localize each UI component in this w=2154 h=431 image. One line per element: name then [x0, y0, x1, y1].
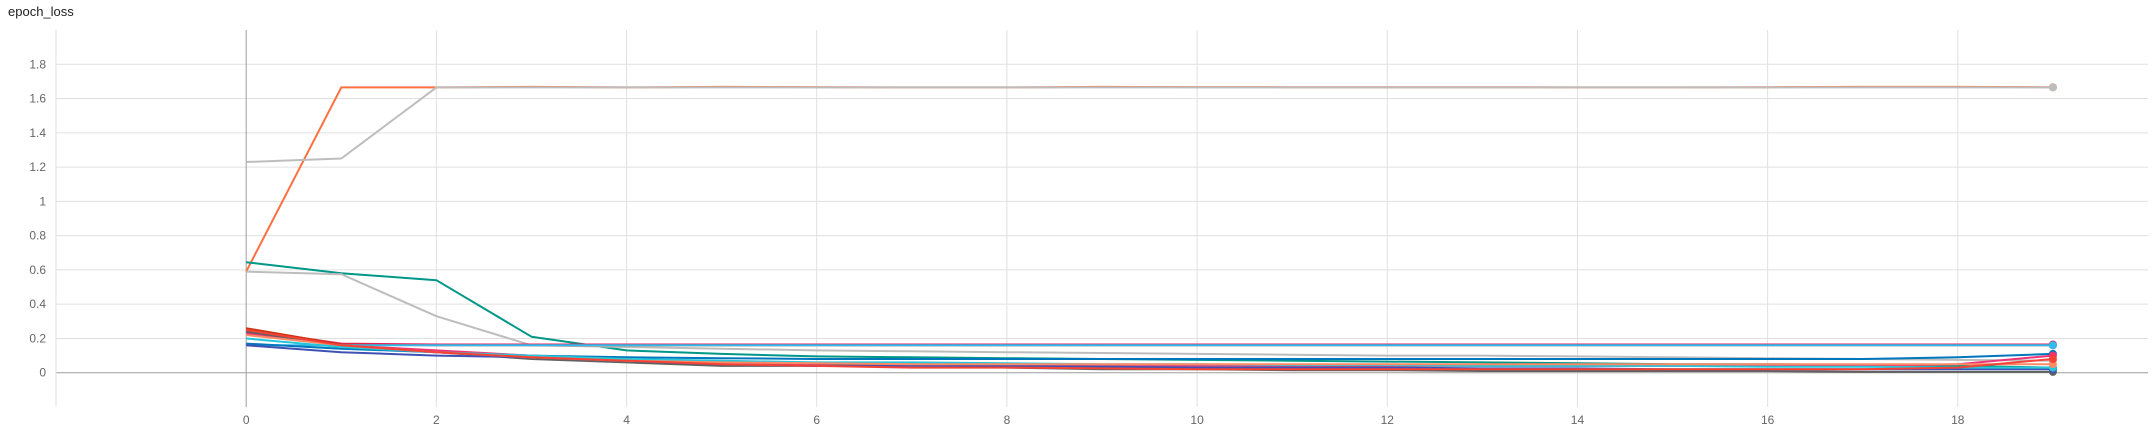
x-tick-label: 6 — [813, 413, 820, 427]
chart-title: epoch_loss — [8, 4, 74, 19]
grid-lines — [56, 30, 2148, 407]
y-tick-label: 1 — [39, 194, 46, 208]
x-tick-label: 0 — [243, 413, 250, 427]
series-end-point-7 — [2048, 341, 2057, 350]
x-tick-label: 4 — [623, 413, 630, 427]
series-line-14 — [246, 328, 2053, 371]
x-tick-label: 16 — [1761, 413, 1775, 427]
y-tick-label: 1.2 — [29, 160, 46, 174]
series-lines — [245, 85, 2053, 373]
series-line-4 — [246, 270, 2053, 362]
y-tick-label: 0.6 — [29, 263, 46, 277]
y-tick-label: 1.8 — [29, 57, 46, 71]
y-tick-label: 1.6 — [29, 92, 46, 106]
series-line-3 — [246, 261, 2053, 369]
y-tick-label: 0.2 — [29, 331, 46, 345]
x-tick-label: 12 — [1381, 413, 1395, 427]
x-tick-label: 2 — [433, 413, 440, 427]
y-tick-label: 1.4 — [29, 126, 46, 140]
x-tick-label: 14 — [1571, 413, 1585, 427]
y-tick-label: 0 — [39, 366, 46, 380]
tick-labels: 0 2 4 6 8 10 12 14 16 18 0 0.2 0.4 0.6 0.8 1 1.2 1.4 1.6 1.… — [29, 57, 1965, 427]
y-tick-label: 0.4 — [29, 297, 46, 311]
series-line-2 — [246, 86, 2053, 163]
end-markers — [2048, 83, 2057, 376]
series-line-6 — [246, 327, 2053, 347]
x-tick-label: 8 — [1004, 413, 1011, 427]
series-line-1 — [245, 85, 2053, 273]
x-tick-label: 18 — [1951, 413, 1965, 427]
series-end-point-2 — [2048, 83, 2057, 92]
series-line-5 — [246, 328, 2053, 346]
x-tick-label: 10 — [1190, 413, 1204, 427]
series-end-point-14 — [2048, 355, 2057, 364]
y-tick-label: 0.8 — [29, 229, 46, 243]
